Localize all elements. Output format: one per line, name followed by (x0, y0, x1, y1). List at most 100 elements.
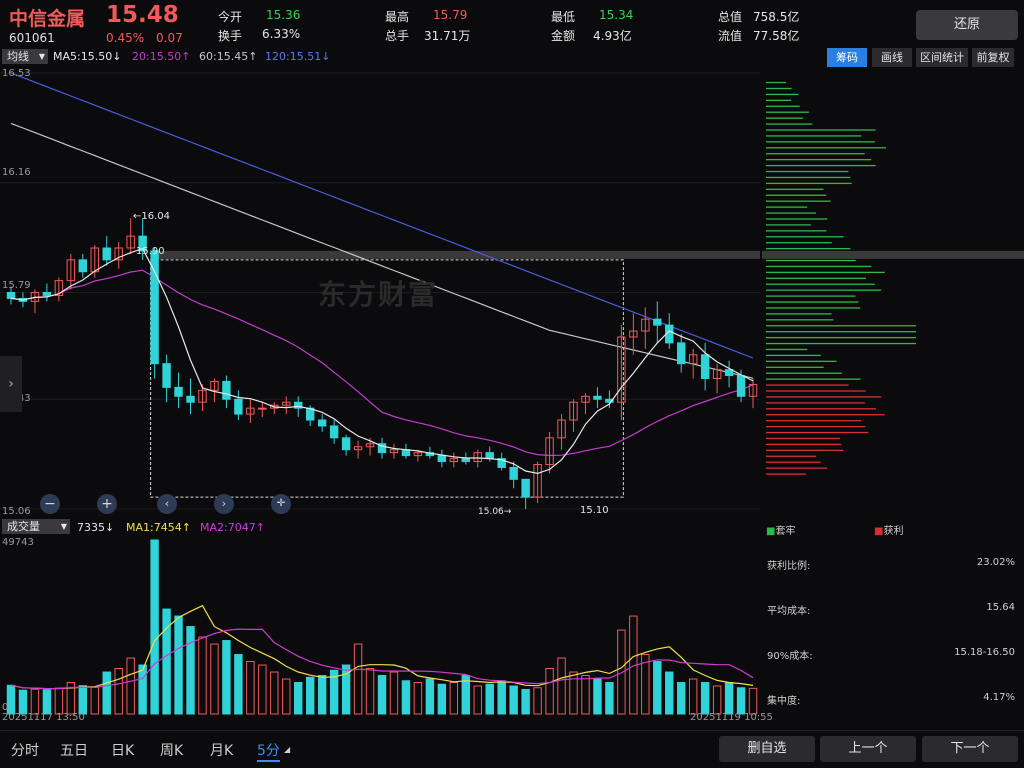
next-stock-button[interactable]: 下一个 (922, 736, 1018, 762)
candle-body (461, 458, 470, 463)
legend-profit: ■获利 (874, 522, 903, 537)
chip-bar-trapped (766, 111, 809, 113)
volume-bar (437, 683, 447, 715)
start-date: 20251117 13:50 (2, 712, 85, 723)
remove-favorite-button[interactable]: 删自选 (719, 736, 815, 762)
volume-bar (593, 678, 602, 715)
candle-body (162, 363, 171, 388)
ma20-line (10, 269, 754, 457)
stat-average-cost: 平均成本: 15.64 (767, 602, 1019, 617)
legend-trapped: ■套牢 (766, 522, 795, 537)
tab-5min[interactable]: 5分 (257, 740, 280, 762)
tab-five-day[interactable]: 五日 (60, 743, 88, 759)
expand-arrow-icon[interactable]: › (0, 356, 22, 412)
scroll-left-button[interactable]: ‹ (157, 494, 177, 514)
zoom-in-button[interactable]: + (97, 494, 117, 514)
chip-bar-trapped (766, 87, 792, 90)
price-label-top: 16.53 (2, 68, 31, 79)
draw-button[interactable]: 画线 (872, 48, 912, 67)
volume-chart[interactable]: 49743 0 (0, 536, 762, 716)
chip-bar-profit (766, 420, 862, 422)
price-label: 15.79 (2, 280, 31, 291)
period-dropdown-icon[interactable]: ◢ (284, 745, 291, 754)
open-field: 今开 15.36 (218, 8, 300, 25)
candle-body (485, 452, 494, 460)
chip-bar-profit (766, 455, 817, 457)
chip-bar-trapped (766, 354, 821, 357)
tab-monthly[interactable]: 月K (210, 743, 234, 759)
indicator-toolbar: 均线 ▼ MA5:15.50↓ 20:15.50↑ 60:15.45↑ 120:1… (0, 48, 1024, 67)
candle (329, 420, 339, 444)
volume-bar (186, 626, 195, 715)
candle-body (653, 318, 662, 326)
candle (246, 399, 255, 423)
volume-svg (6, 539, 758, 715)
candle-body (413, 452, 423, 457)
volume-min-label: 0 (2, 702, 9, 713)
volume-bar (521, 689, 530, 715)
chip-bar-trapped (766, 117, 804, 119)
volume-bar (126, 657, 135, 715)
tab-intraday[interactable]: 分时 (11, 743, 39, 759)
candle-body (748, 383, 758, 397)
low-field: 最低 15.34 (551, 8, 633, 25)
volume-bar (78, 685, 88, 715)
zoom-out-button[interactable]: − (40, 494, 60, 514)
tab-weekly[interactable]: 周K (160, 743, 184, 759)
kline-svg (0, 72, 760, 510)
candle (30, 289, 40, 314)
stat-label: 平均成本: (767, 606, 811, 617)
candle-body (102, 247, 111, 261)
turnover-value: 6.33% (262, 27, 301, 41)
candle-body (114, 247, 123, 261)
chip-bar-trapped (766, 194, 827, 196)
chip-bar-trapped (766, 141, 875, 143)
watermark: 东方财富 (318, 278, 439, 311)
caret-down-icon: ▼ (60, 522, 67, 531)
volume-bar (18, 689, 28, 715)
candle (724, 360, 734, 388)
candle (401, 443, 411, 459)
previous-stock-button[interactable]: 上一个 (820, 736, 916, 762)
scroll-right-button[interactable]: › (214, 494, 234, 514)
volume-bar (198, 636, 207, 715)
end-date: 20251119 10:55 (690, 712, 773, 723)
ma-select-label: 均线 (7, 50, 29, 63)
chip-bar-trapped (766, 242, 832, 244)
chip-bar-profit (766, 461, 821, 463)
crosshair-button[interactable]: ✛ (271, 494, 291, 514)
volume-bar (700, 682, 710, 715)
mktcap-label: 总值 (718, 10, 743, 24)
volume-bar (641, 654, 650, 715)
low-annotation-value: 15.06 (478, 507, 504, 517)
range-stats-button[interactable]: 区间统计 (916, 48, 968, 67)
stat-profit-ratio: 获利比例: 23.02% (767, 557, 1019, 572)
volume-bar (102, 671, 111, 715)
candle-body (641, 318, 650, 332)
chip-bar-trapped (766, 135, 862, 137)
adjust-button[interactable]: 前复权 (972, 48, 1014, 67)
restore-button[interactable]: 还原 (916, 10, 1018, 40)
volume-bar (54, 687, 64, 715)
volume-ma1-line (10, 604, 754, 690)
tab-daily[interactable]: 日K (111, 743, 135, 759)
float-value: 77.58亿 (753, 29, 800, 43)
chip-button[interactable]: 筹码 (827, 48, 867, 67)
volume-bar (258, 664, 267, 715)
candle-body (533, 464, 542, 498)
candle (186, 378, 195, 415)
candle (533, 461, 542, 504)
volume-select[interactable]: 成交量 ▼ (2, 519, 70, 534)
volume-label: 总手 (385, 29, 410, 43)
turnover-field: 换手 6.33% (218, 27, 300, 44)
volume-bar (485, 683, 494, 715)
ma-select[interactable]: 均线 ▼ (2, 49, 48, 64)
chip-bar-profit (766, 473, 807, 475)
volume-bar (461, 675, 470, 715)
volume-bar (210, 643, 219, 715)
kline-chart[interactable]: 东方财富 16.53 16.16 15.79 15.43 15.06 ←16.0… (0, 67, 762, 517)
chip-bar-trapped (766, 99, 792, 101)
volume-bar (497, 680, 506, 715)
candle (353, 440, 363, 459)
volume-bar (341, 664, 351, 715)
